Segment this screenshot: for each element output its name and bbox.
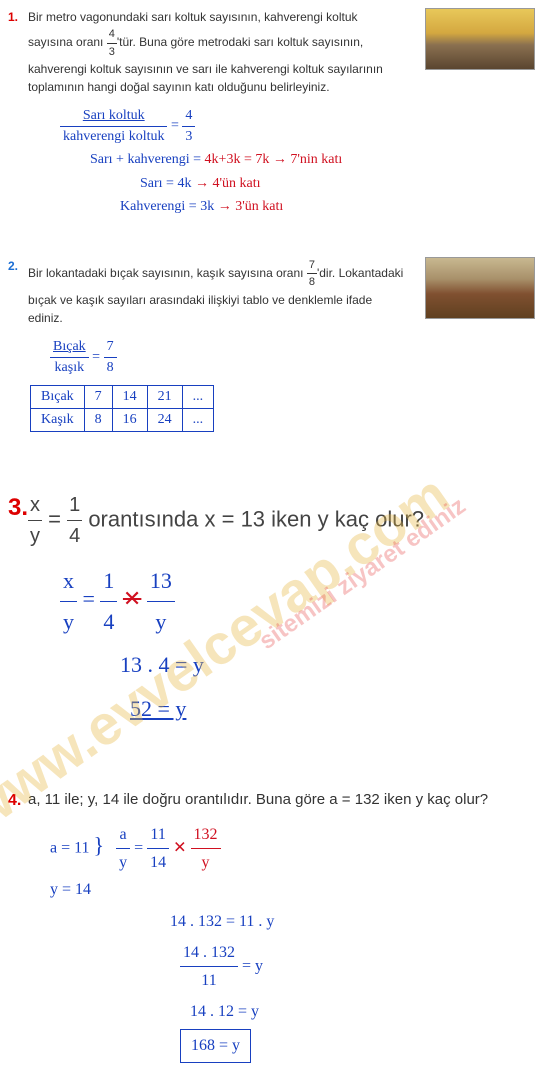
q4-work2: 14 . 132 = 11 . y xyxy=(0,906,545,937)
q1-work1: Sarı koltukkahverengi koltuk = 43 xyxy=(0,104,545,148)
q3-number: 3. xyxy=(8,490,28,526)
q1-work2: Sarı + kahverengi = 4k+3k = 7k → 7'nin k… xyxy=(0,148,545,172)
q1-work4: Kahverengi = 3k → 3'ün katı xyxy=(0,195,545,219)
table-row: Kaşık81624... xyxy=(31,409,214,432)
q3-work3: 52 = y xyxy=(0,687,545,731)
q4-number: 4. xyxy=(8,789,21,813)
q4-work1: a = 11 } ay = 1114 ✕ 132y y = 14 xyxy=(0,819,545,906)
q3-text: orantısında x = 13 iken y kaç olur? xyxy=(82,506,424,531)
table-row: Bıçak71421... xyxy=(31,386,214,409)
question-4: 4. a, 11 ile; y, 14 ile doğru orantılıdı… xyxy=(0,781,545,820)
q3-prompt: xy = 14 orantısında x = 13 iken y kaç ol… xyxy=(28,490,525,551)
question-2: 2. Bir lokantadaki bıçak sayısının, kaşı… xyxy=(0,249,545,335)
q2-work1: Bıçakkaşık = 78 xyxy=(0,335,545,379)
q1-fraction: 43 xyxy=(107,26,117,60)
q2-text-a: Bir lokantadaki bıçak sayısının, kaşık s… xyxy=(28,266,307,280)
q2-number: 2. xyxy=(8,257,18,275)
q4-work5: 168 = y xyxy=(0,1027,545,1064)
q4-prompt: a, 11 ile; y, 14 ile doğru orantılıdır. … xyxy=(28,789,525,812)
q2-photo xyxy=(425,257,535,319)
q2-table: Bıçak71421... Kaşık81624... xyxy=(30,385,214,432)
q1-work3: Sarı = 4k → 4'ün katı xyxy=(0,172,545,196)
q4-work3: 14 . 13211 = y xyxy=(0,937,545,996)
q4-work4: 14 . 12 = y xyxy=(0,996,545,1027)
question-3: 3. xy = 14 orantısında x = 13 iken y kaç… xyxy=(0,482,545,559)
q1-number: 1. xyxy=(8,8,18,26)
q3-fraction1: xy xyxy=(28,490,42,551)
q2-fraction: 78 xyxy=(307,257,317,291)
q1-photo xyxy=(425,8,535,70)
question-1: 1. Bir metro vagonundaki sarı koltuk say… xyxy=(0,0,545,104)
q3-fraction2: 14 xyxy=(67,490,82,551)
q3-work1: xy = 14 ✕ 13y xyxy=(0,559,545,643)
q3-work2: 13 . 4 = y xyxy=(0,643,545,687)
